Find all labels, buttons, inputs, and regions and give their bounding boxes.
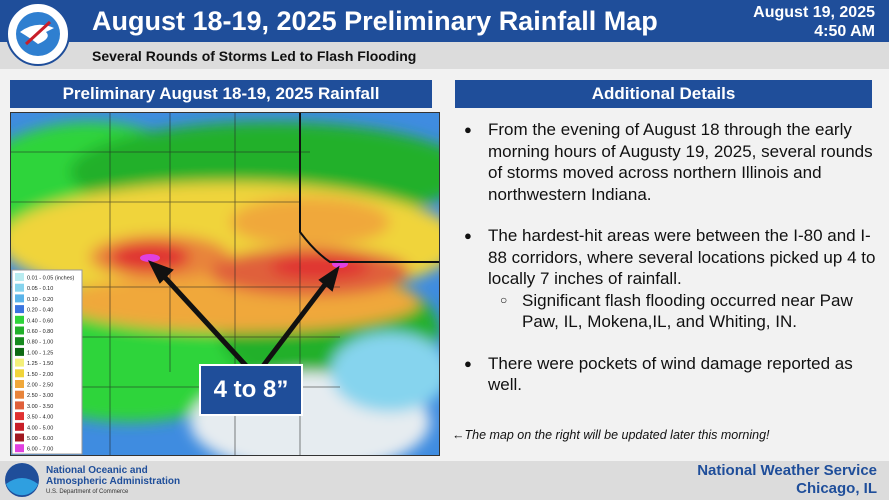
legend-label: 0.40 - 0.60 [27, 318, 53, 324]
title: August 18-19, 2025 Preliminary Rainfall … [92, 6, 658, 36]
sub-bullet: Significant flash flooding occurred near… [494, 290, 876, 333]
noaa-text: National Oceanic and Atmospheric Adminis… [46, 465, 180, 498]
legend-label: 3.00 - 3.50 [27, 404, 53, 410]
legend-label: 1.00 - 1.25 [27, 350, 53, 356]
nws-logo [6, 2, 70, 66]
legend-swatch [15, 358, 24, 367]
legend-label: 0.60 - 0.80 [27, 329, 53, 335]
legend-swatch [15, 347, 24, 356]
legend-label: 3.50 - 4.00 [27, 415, 53, 421]
legend-swatch [15, 380, 24, 388]
bullet-list: From the evening of August 18 through th… [456, 119, 876, 416]
time: 4:50 AM [814, 23, 875, 40]
legend-label: 1.50 - 2.00 [27, 372, 53, 378]
legend-label: 2.50 - 3.00 [27, 393, 53, 399]
annotation-box [199, 364, 303, 416]
noaa-line: U.S. Department of Commerce [46, 489, 129, 495]
nws-line: National Weather Service [697, 462, 877, 479]
legend-swatch [15, 444, 24, 453]
legend-label: 0.20 - 0.40 [27, 308, 53, 314]
legend-label: 5.00 - 6.00 [27, 436, 53, 442]
legend-label: 1.25 - 1.50 [27, 361, 53, 367]
legend-swatch [15, 422, 24, 431]
legend-label: 4.00 - 5.00 [27, 425, 53, 431]
map-title: Preliminary August 18-19, 2025 Rainfall [10, 80, 432, 108]
legend-label: 0.80 - 1.00 [27, 340, 53, 346]
legend-swatch [15, 337, 24, 346]
legend-swatch [15, 390, 24, 399]
date-block: August 19, 2025 4:50 AM [753, 3, 875, 41]
legend-swatch [15, 369, 24, 378]
rainfall-map: 4 to 8” 0.01 - 0.05 (inches) 0.05 - 0.10 0… [10, 112, 440, 456]
noaa-line: Atmospheric Administration [46, 476, 181, 487]
bullet-text: From the evening of August 18 through th… [488, 120, 873, 204]
legend-swatch [15, 401, 24, 410]
noaa-line: National Oceanic and [46, 465, 148, 476]
legend-swatch [15, 433, 24, 442]
legend-swatch [15, 273, 24, 281]
note: ←The map on the right will be updated la… [452, 428, 770, 442]
legend-swatch [15, 326, 24, 335]
bullet: There were pockets of wind damage report… [456, 353, 876, 396]
legend-swatch [15, 294, 24, 303]
legend-swatch [15, 283, 24, 292]
subtitle: Several Rounds of Storms Led to Flash Fl… [92, 48, 417, 64]
footer [0, 461, 889, 500]
legend-swatch [15, 315, 24, 324]
bullet-text: There were pockets of wind damage report… [488, 353, 853, 395]
legend-label: 2.00 - 2.50 [27, 383, 53, 389]
legend-label: 6.00 - 7.00 [27, 447, 53, 453]
noaa-logo [5, 463, 39, 497]
date: August 19, 2025 [753, 4, 875, 21]
nws-text: National Weather Service Chicago, IL [697, 462, 877, 498]
nws-line: Chicago, IL [796, 480, 877, 497]
legend-label: 0.05 - 0.10 [27, 286, 53, 292]
header-banner [0, 0, 889, 42]
annotation: 4 to 8” [214, 376, 289, 403]
legend-label: 0.10 - 0.20 [27, 297, 53, 303]
bullet: The hardest-hit areas were between the I… [456, 225, 876, 333]
legend-swatch [15, 412, 24, 421]
legend-swatch [15, 305, 24, 314]
bullet: From the evening of August 18 through th… [456, 119, 876, 205]
legend-label: 0.01 - 0.05 (inches) [27, 276, 75, 282]
details-title: Additional Details [455, 80, 872, 108]
bullet-text: The hardest-hit areas were between the I… [488, 226, 876, 288]
subtitle-band [0, 42, 889, 69]
